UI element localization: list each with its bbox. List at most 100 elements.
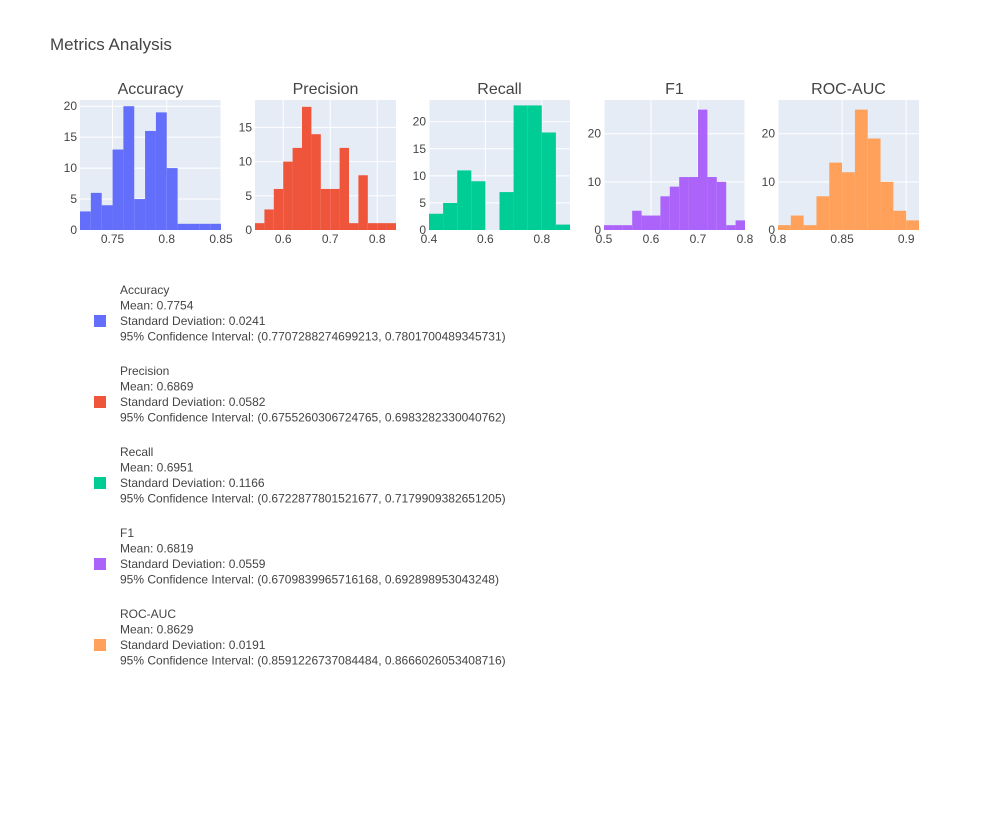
x-tick-precision-1: 0.7 bbox=[322, 232, 339, 246]
bar-precision-0[interactable] bbox=[255, 223, 265, 230]
bar-roc-auc-3[interactable] bbox=[816, 196, 830, 230]
bar-f1-12[interactable] bbox=[716, 181, 727, 230]
bar-precision-10[interactable] bbox=[349, 223, 359, 230]
bar-recall-3[interactable] bbox=[471, 181, 486, 230]
subplot-title-precision: Precision bbox=[293, 81, 359, 98]
bar-roc-auc-9[interactable] bbox=[893, 210, 907, 230]
legend-swatch-f1 bbox=[94, 558, 106, 570]
y-tick-precision-2: 10 bbox=[239, 155, 253, 169]
y-tick-recall-2: 10 bbox=[413, 169, 427, 183]
bar-precision-13[interactable] bbox=[377, 223, 387, 230]
legend-line-recall-3: 95% Confidence Interval: (0.672287780152… bbox=[120, 492, 506, 506]
bar-accuracy-9[interactable] bbox=[177, 223, 189, 230]
bar-accuracy-5[interactable] bbox=[134, 199, 146, 230]
subplot-recall: Recall 0 5 10 15 20 0.4 0.6 0.8 bbox=[413, 81, 570, 246]
bar-f1-3[interactable] bbox=[632, 210, 642, 230]
figure-title: Metrics Analysis bbox=[50, 35, 172, 54]
bar-accuracy-7[interactable] bbox=[155, 112, 167, 230]
bar-precision-9[interactable] bbox=[339, 147, 349, 230]
x-tick-f1-1: 0.6 bbox=[643, 232, 660, 246]
bar-f1-13[interactable] bbox=[726, 225, 736, 230]
bar-roc-auc-5[interactable] bbox=[842, 172, 855, 230]
bar-accuracy-4[interactable] bbox=[123, 106, 135, 230]
bar-accuracy-11[interactable] bbox=[199, 223, 211, 230]
bar-precision-12[interactable] bbox=[367, 223, 378, 230]
legend-line-precision-3: 95% Confidence Interval: (0.675526030672… bbox=[120, 411, 506, 425]
bar-precision-1[interactable] bbox=[264, 209, 274, 230]
bar-accuracy-3[interactable] bbox=[112, 149, 124, 230]
bar-precision-5[interactable] bbox=[302, 106, 312, 230]
bar-f1-7[interactable] bbox=[669, 186, 680, 230]
y-tick-precision-3: 15 bbox=[239, 120, 253, 134]
bar-f1-1[interactable] bbox=[613, 225, 623, 230]
x-tick-f1-0: 0.5 bbox=[596, 232, 613, 246]
bar-f1-6[interactable] bbox=[660, 196, 670, 230]
bar-accuracy-10[interactable] bbox=[188, 223, 200, 230]
bar-accuracy-8[interactable] bbox=[166, 168, 178, 230]
bar-precision-6[interactable] bbox=[311, 134, 321, 230]
bar-recall-5[interactable] bbox=[499, 192, 514, 230]
bar-f1-14[interactable] bbox=[735, 220, 745, 230]
bar-precision-7[interactable] bbox=[320, 188, 331, 230]
bar-f1-0[interactable] bbox=[604, 225, 614, 230]
bar-roc-auc-10[interactable] bbox=[906, 220, 919, 230]
bar-precision-3[interactable] bbox=[283, 161, 293, 230]
x-tick-roc-auc-2: 0.9 bbox=[898, 232, 915, 246]
bar-recall-9[interactable] bbox=[555, 224, 570, 230]
legend-line-recall-1: Mean: 0.6951 bbox=[120, 461, 194, 475]
legend-line-roc-auc-3: 95% Confidence Interval: (0.859122673708… bbox=[120, 654, 506, 668]
bar-recall-1[interactable] bbox=[443, 202, 458, 230]
bar-accuracy-2[interactable] bbox=[101, 205, 113, 230]
bar-roc-auc-4[interactable] bbox=[829, 162, 843, 230]
bar-f1-9[interactable] bbox=[688, 177, 698, 230]
legend-line-recall-2: Standard Deviation: 0.1166 bbox=[120, 476, 265, 490]
bar-accuracy-12[interactable] bbox=[210, 223, 221, 230]
bar-precision-4[interactable] bbox=[292, 147, 302, 230]
legend-line-f1-1: Mean: 0.6819 bbox=[120, 542, 194, 556]
bar-accuracy-0[interactable] bbox=[80, 211, 91, 230]
bar-precision-14[interactable] bbox=[386, 223, 396, 230]
bar-f1-4[interactable] bbox=[641, 215, 651, 230]
bar-roc-auc-7[interactable] bbox=[867, 138, 881, 230]
bar-accuracy-1[interactable] bbox=[90, 192, 102, 230]
legend-line-precision-0: Precision bbox=[120, 364, 169, 378]
subplot-title-accuracy: Accuracy bbox=[118, 81, 184, 98]
bar-f1-2[interactable] bbox=[622, 225, 633, 230]
y-tick-recall-4: 20 bbox=[413, 115, 427, 129]
bar-f1-11[interactable] bbox=[707, 177, 717, 230]
bar-recall-8[interactable] bbox=[541, 132, 556, 231]
bar-recall-0[interactable] bbox=[429, 213, 444, 230]
y-tick-accuracy-2: 10 bbox=[64, 161, 78, 175]
bar-roc-auc-0[interactable] bbox=[778, 225, 791, 230]
x-tick-recall-1: 0.6 bbox=[477, 232, 494, 246]
subplot-title-f1: F1 bbox=[665, 81, 684, 98]
legend-swatch-roc-auc bbox=[94, 639, 106, 651]
bar-recall-2[interactable] bbox=[457, 170, 472, 230]
y-tick-recall-1: 5 bbox=[419, 196, 426, 210]
legend-swatch-accuracy bbox=[94, 315, 106, 327]
bar-precision-8[interactable] bbox=[330, 188, 340, 230]
y-tick-precision-0: 0 bbox=[245, 223, 252, 237]
bar-precision-11[interactable] bbox=[358, 175, 368, 230]
bar-f1-5[interactable] bbox=[651, 215, 661, 230]
bar-roc-auc-8[interactable] bbox=[880, 181, 894, 230]
bar-precision-2[interactable] bbox=[273, 188, 284, 230]
bar-roc-auc-6[interactable] bbox=[854, 109, 868, 230]
bar-f1-8[interactable] bbox=[679, 177, 689, 230]
x-tick-roc-auc-0: 0.8 bbox=[770, 232, 787, 246]
bar-f1-10[interactable] bbox=[698, 109, 708, 230]
legend-swatch-recall bbox=[94, 477, 106, 489]
legend-line-f1-2: Standard Deviation: 0.0559 bbox=[120, 557, 266, 571]
bar-recall-6[interactable] bbox=[513, 105, 528, 230]
x-tick-accuracy-0: 0.75 bbox=[101, 232, 125, 246]
bar-accuracy-6[interactable] bbox=[145, 130, 156, 230]
bar-recall-7[interactable] bbox=[527, 105, 542, 230]
bar-roc-auc-1[interactable] bbox=[790, 215, 804, 230]
bar-roc-auc-2[interactable] bbox=[803, 225, 817, 230]
